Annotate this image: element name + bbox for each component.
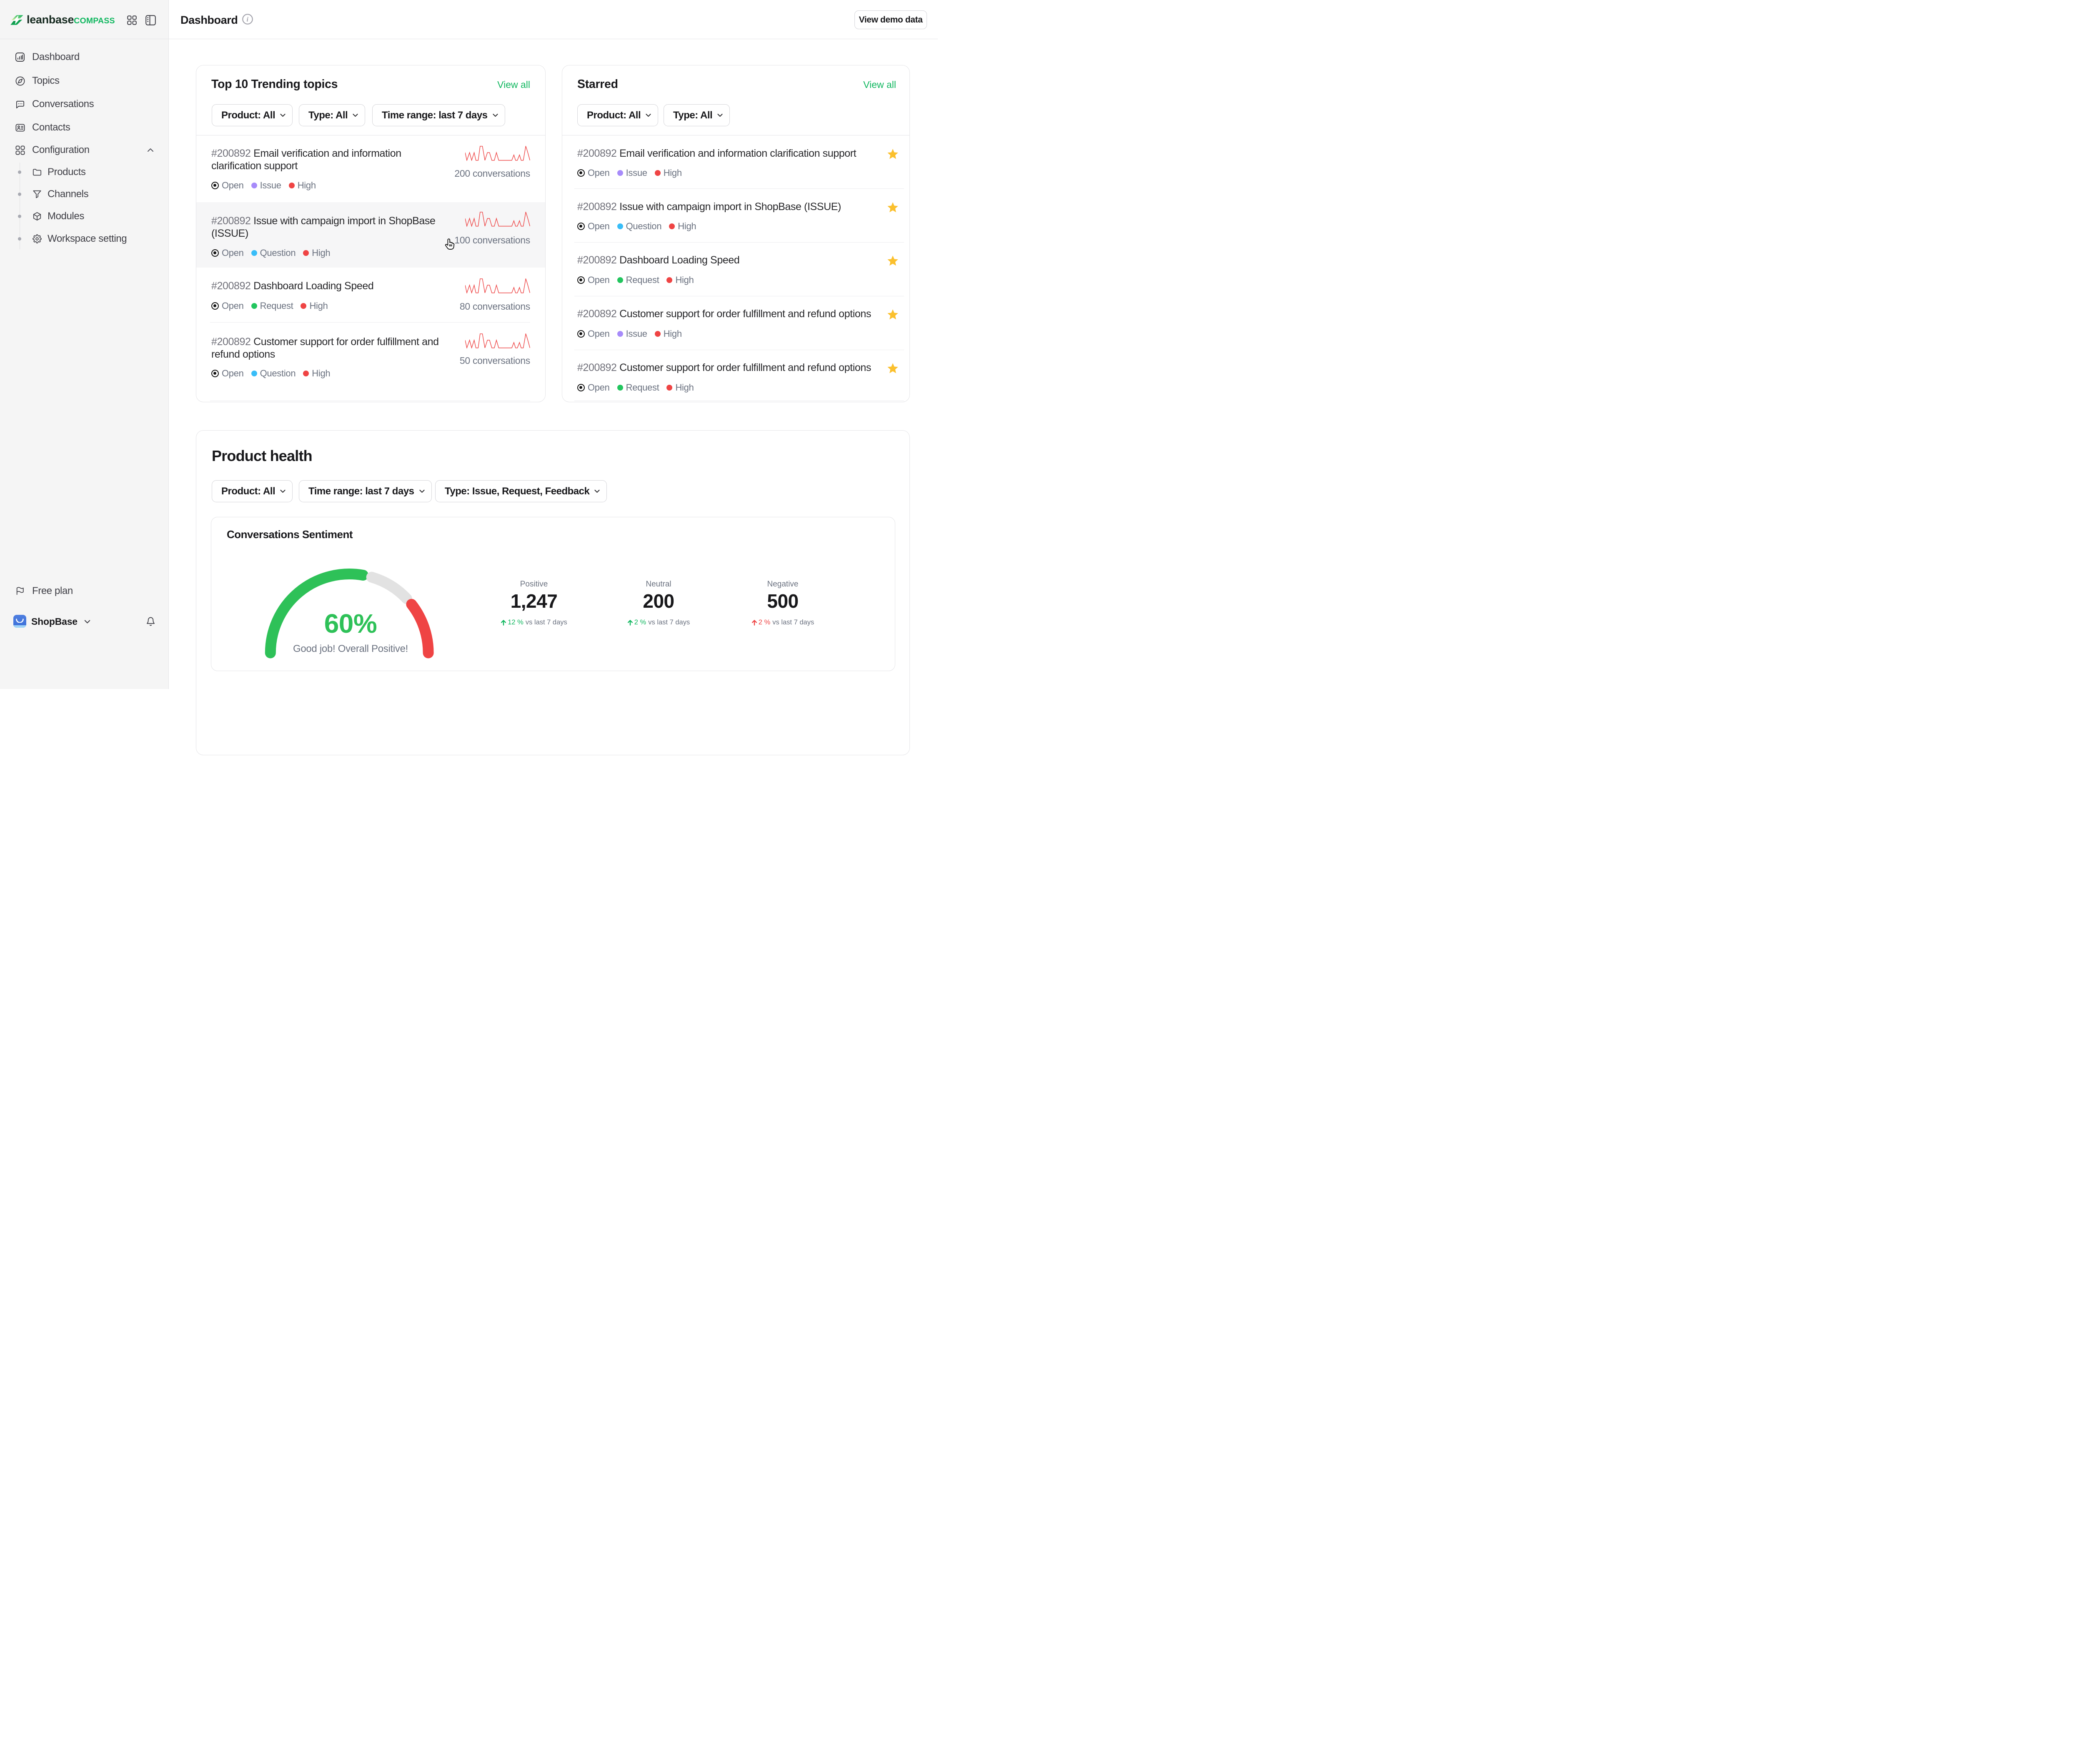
svg-text:i: i bbox=[246, 16, 248, 23]
